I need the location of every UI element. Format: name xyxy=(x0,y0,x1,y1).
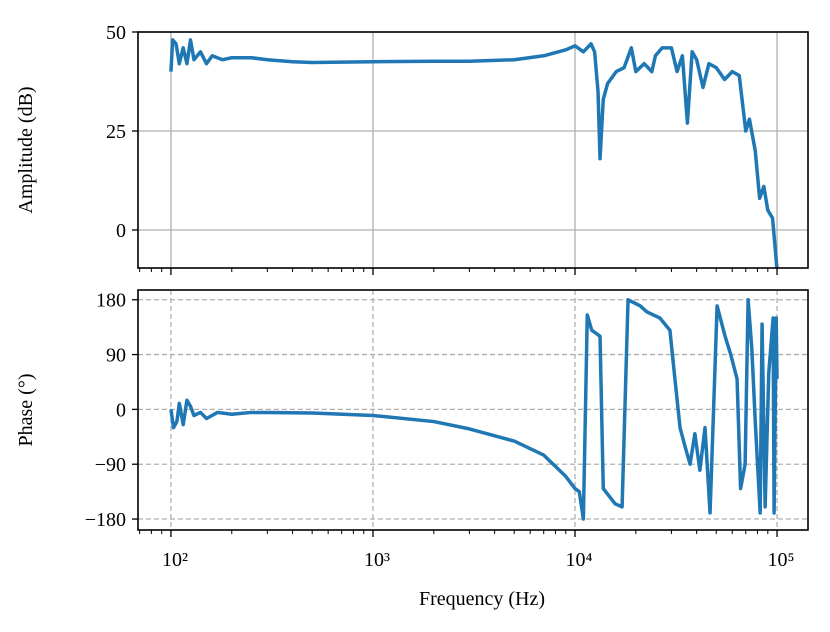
y-tick-label: 0 xyxy=(116,399,126,421)
y-tick-label: 50 xyxy=(106,22,126,44)
axes-frame xyxy=(137,289,809,531)
y-tick-label: 180 xyxy=(96,290,126,312)
y-tick-label: 90 xyxy=(106,345,126,367)
y-axis-label: Phase (°) xyxy=(15,374,37,447)
y-tick-label: 0 xyxy=(116,220,126,242)
y-axis-label: Amplitude (dB) xyxy=(15,86,37,213)
y-tick-label: 25 xyxy=(106,121,126,143)
data-line xyxy=(169,298,779,521)
x-tick-label: 10³ xyxy=(364,549,390,571)
y-tick-label: −90 xyxy=(95,454,126,476)
x-tick-label: 10² xyxy=(162,549,188,571)
y-tick-label: −180 xyxy=(85,509,126,531)
x-tick-label: 10⁴ xyxy=(566,549,593,571)
data-line xyxy=(169,38,779,268)
x-axis-label: Frequency (Hz) xyxy=(419,588,545,610)
x-tick-label: 10⁵ xyxy=(768,549,795,571)
axes-frame xyxy=(137,31,809,269)
